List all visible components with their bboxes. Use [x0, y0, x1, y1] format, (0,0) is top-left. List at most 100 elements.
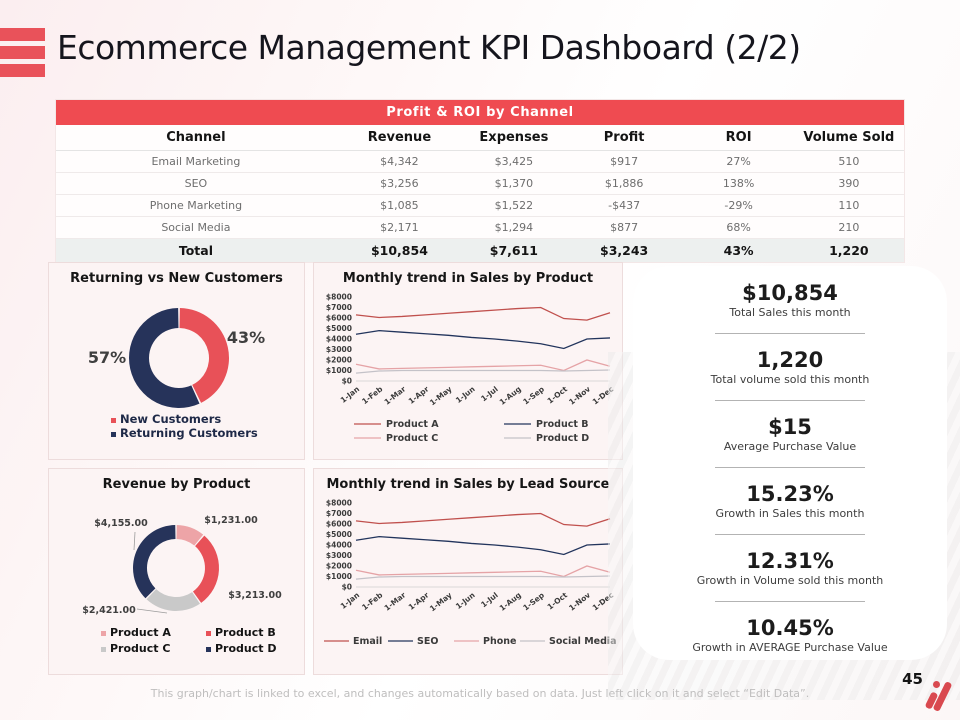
channel-data-table: Channel Revenue Expenses Profit ROI Volume So…: [56, 125, 904, 262]
legend-swatch: [111, 432, 116, 437]
kpi-value: $15: [768, 415, 812, 439]
y-tick-label: $2000: [326, 356, 352, 365]
slice-value-label: $2,421.00: [82, 605, 136, 616]
sales-by-lead-source-card: Monthly trend in Sales by Lead Source $0…: [313, 468, 623, 675]
table-cell: $3,256: [335, 172, 464, 195]
chart-title: Revenue by Product: [102, 477, 251, 492]
y-tick-label: $3000: [326, 551, 352, 560]
y-tick-label: $6000: [326, 314, 352, 323]
page-number: 45: [902, 670, 923, 688]
column-header: Channel: [56, 125, 336, 151]
legend-label: Email: [353, 636, 382, 647]
kpi-item: $15 Average Purchase Value: [633, 414, 947, 454]
table-cell: $917: [564, 150, 684, 173]
kpi-item: 12.31% Growth in Volume sold this month: [633, 548, 947, 588]
legend-label: New Customers: [120, 412, 221, 426]
table-cell: Total: [56, 238, 336, 262]
kpi-value: 15.23%: [746, 482, 834, 506]
logo-bar: [0, 64, 45, 77]
kpi-item: 15.23% Growth in Sales this month: [633, 481, 947, 521]
table-cell: 138%: [683, 172, 794, 195]
kpi-label: Growth in Volume sold this month: [696, 574, 884, 587]
x-tick-label: 1-Feb: [360, 590, 385, 612]
table-row: Total $10,854 $7,611 $3,243 43% 1,220: [56, 238, 904, 262]
x-tick-label: 1-Aug: [498, 384, 523, 406]
kpi-label: Total Sales this month: [729, 306, 851, 319]
legend-swatch: [101, 631, 106, 636]
table-cell: $1,370: [463, 172, 565, 195]
logo-bar: [0, 28, 45, 41]
x-tick-label: 1-Nov: [567, 590, 592, 612]
legend-swatch: [111, 418, 116, 423]
legend-label: Product C: [386, 433, 438, 444]
divider: [715, 333, 865, 334]
column-header: ROI: [683, 125, 794, 151]
table-cell: SEO: [56, 172, 336, 195]
slice-value-label: 57%: [88, 348, 126, 367]
sales-by-lead-source-line-chart: $0 $1000$2000 $3000$4000 $5000$6000 $7000$80…: [324, 499, 617, 647]
x-tick-label: 1-Nov: [567, 384, 592, 406]
y-tick-label: $6000: [326, 520, 352, 529]
table-cell: 110: [793, 194, 904, 217]
table-cell: -$437: [564, 194, 684, 217]
donut-slice: [128, 308, 200, 408]
slice-value-label: 43%: [227, 328, 265, 347]
kpi-value: 10.45%: [746, 616, 834, 640]
profit-roi-table: Profit & ROI by Channel Channel Revenue Ex…: [55, 99, 905, 263]
divider: [715, 467, 865, 468]
slash-dot: [933, 681, 940, 688]
y-tick-label: $4000: [326, 335, 352, 344]
table-row: Social Media $2,171 $1,294 $877 68% 210: [56, 216, 904, 239]
x-tick-label: 1-Mar: [383, 590, 408, 612]
y-tick-label: $0: [342, 583, 352, 592]
x-tick-label: 1-Jul: [479, 384, 500, 403]
y-tick-label: $5000: [326, 530, 352, 539]
table-cell: 43%: [683, 238, 794, 262]
y-tick-label: $0: [342, 377, 352, 386]
slice-value-label: $3,213.00: [228, 590, 282, 601]
column-header: Profit: [564, 125, 684, 151]
column-header: Revenue: [335, 125, 464, 151]
chart-title: Returning vs New Customers: [70, 271, 283, 286]
legend-label: SEO: [417, 636, 438, 647]
table-cell: $2,171: [335, 216, 464, 239]
column-header: Expenses: [463, 125, 565, 151]
line-series: [355, 369, 611, 374]
table-cell: $7,611: [463, 238, 565, 262]
x-tick-label: 1-Oct: [546, 384, 570, 405]
divider: [715, 534, 865, 535]
donut-slice: [179, 308, 229, 403]
x-tick-label: 1-Feb: [360, 384, 385, 406]
table-cell: 1,220: [793, 238, 904, 262]
x-tick-label: 1-Aug: [498, 590, 523, 612]
table-cell: Social Media: [56, 216, 336, 239]
x-tick-label: 1-Jun: [454, 384, 477, 405]
divider: [715, 400, 865, 401]
chart-title: Monthly trend in Sales by Product: [342, 271, 594, 286]
column-header: Volume Sold: [793, 125, 904, 151]
label-leader-line: [133, 531, 136, 551]
kpi-item: 10.45% Growth in AVERAGE Purchase Value: [633, 615, 947, 655]
kpi-label: Growth in Sales this month: [715, 507, 865, 520]
table-body: Email Marketing $4,342 $3,425 $917 27% 510 SEO…: [56, 150, 904, 262]
y-tick-label: $7000: [326, 303, 352, 312]
legend-label: Social Media: [549, 636, 617, 647]
donut-slice: [133, 525, 176, 599]
table-row: Email Marketing $4,342 $3,425 $917 27% 510: [56, 150, 904, 173]
table-cell: $1,085: [335, 194, 464, 217]
table-title: Profit & ROI by Channel: [56, 100, 904, 125]
table-cell: 390: [793, 172, 904, 195]
x-tick-label: 1-May: [428, 590, 454, 613]
x-tick-label: 1-Sep: [521, 384, 546, 406]
legend-label: Product B: [215, 626, 276, 639]
legend-swatch: [206, 631, 211, 636]
slice-value-label: $4,155.00: [94, 518, 148, 529]
kpi-value: 12.31%: [746, 549, 834, 573]
table-row: Channel Revenue Expenses Profit ROI Volume So…: [56, 125, 904, 151]
line-series: [355, 306, 611, 321]
donut-slice: [146, 589, 200, 611]
x-tick-label: 1-Jan: [339, 590, 362, 610]
table-cell: $3,243: [564, 238, 684, 262]
y-tick-label: $5000: [326, 324, 352, 333]
